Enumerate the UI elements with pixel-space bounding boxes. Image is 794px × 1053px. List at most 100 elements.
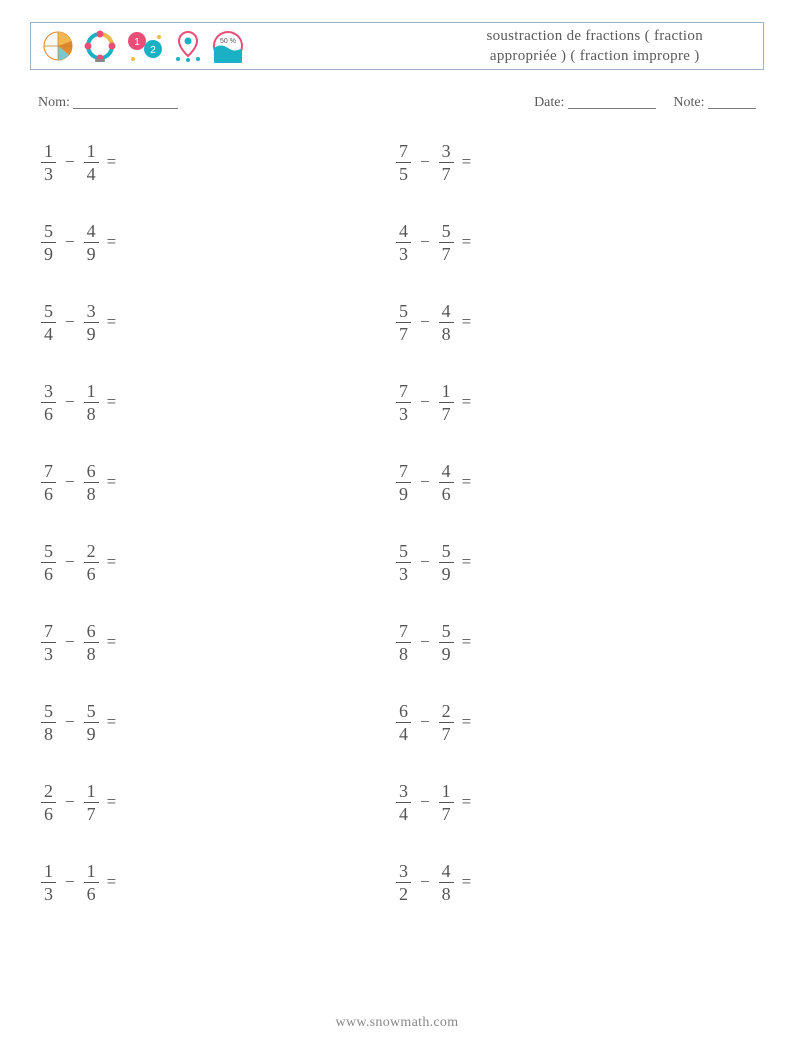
worksheet-title: soustraction de fractions ( fraction app… (486, 26, 753, 67)
equals-symbol: = (107, 552, 117, 572)
problem-row: 43−57= (393, 220, 558, 264)
minus-symbol: − (65, 152, 75, 172)
denominator: 7 (84, 803, 99, 823)
fraction-a: 78 (396, 622, 411, 663)
numerator: 2 (439, 702, 454, 723)
problem-row: 79−46= (393, 460, 558, 504)
fraction-a: 13 (41, 142, 56, 183)
fraction-b: 59 (439, 622, 454, 663)
title-line-2: appropriée ) ( fraction impropre ) (486, 46, 703, 66)
numerator: 5 (41, 542, 56, 563)
numerator: 7 (41, 622, 56, 643)
fraction-b: 59 (84, 702, 99, 743)
numerator: 1 (84, 142, 99, 163)
denominator: 6 (41, 403, 56, 423)
denominator: 3 (41, 883, 56, 903)
denominator: 9 (41, 243, 56, 263)
fraction-a: 43 (396, 222, 411, 263)
numerator: 5 (439, 542, 454, 563)
problem-row: 75−37= (393, 140, 558, 184)
problem-row: 76−68= (38, 460, 203, 504)
denominator: 3 (396, 403, 411, 423)
problem-row: 58−59= (38, 700, 203, 744)
percent-bowl-icon: 50 % (211, 29, 245, 63)
equals-symbol: = (462, 472, 472, 492)
minus-symbol: − (65, 792, 75, 812)
denominator: 4 (84, 163, 99, 183)
fraction-a: 57 (396, 302, 411, 343)
minus-symbol: − (65, 472, 75, 492)
denominator: 7 (439, 723, 454, 743)
date-note-group: Date: Note: (534, 95, 756, 111)
denominator: 7 (439, 163, 454, 183)
problems-grid: 13−14=75−37=59−49=43−57=54−39=57−48=36−1… (38, 140, 558, 904)
denominator: 8 (84, 403, 99, 423)
fraction-a: 53 (396, 542, 411, 583)
problem-row: 64−27= (393, 700, 558, 744)
info-row: Nom: Date: Note: (38, 95, 756, 111)
minus-symbol: − (65, 312, 75, 332)
fraction-a: 54 (41, 302, 56, 343)
footer: www.snowmath.com (0, 1015, 794, 1031)
denominator: 8 (439, 883, 454, 903)
numerator: 5 (84, 702, 99, 723)
numerator: 3 (396, 782, 411, 803)
fraction-b: 48 (439, 302, 454, 343)
denominator: 4 (396, 803, 411, 823)
problem-row: 57−48= (393, 300, 558, 344)
numerator: 7 (396, 382, 411, 403)
date-underline (568, 108, 656, 109)
problem-row: 13−14= (38, 140, 203, 184)
fraction-a: 56 (41, 542, 56, 583)
numerator: 7 (396, 142, 411, 163)
numerator: 6 (84, 462, 99, 483)
numerator: 7 (396, 462, 411, 483)
denominator: 9 (396, 483, 411, 503)
numerator: 6 (84, 622, 99, 643)
fraction-b: 46 (439, 462, 454, 503)
minus-symbol: − (420, 232, 430, 252)
note-underline (708, 108, 756, 109)
problem-row: 54−39= (38, 300, 203, 344)
denominator: 2 (396, 883, 411, 903)
denominator: 8 (84, 643, 99, 663)
footer-url: www.snowmath.com (336, 1015, 459, 1030)
denominator: 6 (41, 563, 56, 583)
denominator: 9 (439, 643, 454, 663)
fraction-a: 59 (41, 222, 56, 263)
problem-row: 34−17= (393, 780, 558, 824)
fraction-b: 68 (84, 462, 99, 503)
numerator: 4 (439, 862, 454, 883)
minus-symbol: − (420, 792, 430, 812)
denominator: 8 (439, 323, 454, 343)
denominator: 7 (439, 403, 454, 423)
numerator: 1 (84, 782, 99, 803)
minus-symbol: − (420, 312, 430, 332)
minus-symbol: − (420, 152, 430, 172)
minus-symbol: − (65, 872, 75, 892)
fraction-a: 75 (396, 142, 411, 183)
problem-row: 78−59= (393, 620, 558, 664)
denominator: 3 (41, 643, 56, 663)
equals-symbol: = (462, 152, 472, 172)
fraction-b: 18 (84, 382, 99, 423)
numerator: 5 (41, 702, 56, 723)
pie-chart-icon (41, 29, 75, 63)
equals-symbol: = (462, 232, 472, 252)
title-line-1: soustraction de fractions ( fraction (486, 26, 703, 46)
svg-text:1: 1 (134, 37, 140, 48)
denominator: 6 (41, 803, 56, 823)
fraction-a: 58 (41, 702, 56, 743)
denominator: 7 (439, 243, 454, 263)
numerator: 3 (41, 382, 56, 403)
denominator: 4 (396, 723, 411, 743)
fraction-b: 26 (84, 542, 99, 583)
denominator: 8 (396, 643, 411, 663)
minus-symbol: − (65, 232, 75, 252)
numerator: 1 (84, 862, 99, 883)
fraction-b: 17 (439, 782, 454, 823)
denominator: 4 (41, 323, 56, 343)
denominator: 3 (41, 163, 56, 183)
problem-row: 26−17= (38, 780, 203, 824)
numerator: 4 (439, 462, 454, 483)
